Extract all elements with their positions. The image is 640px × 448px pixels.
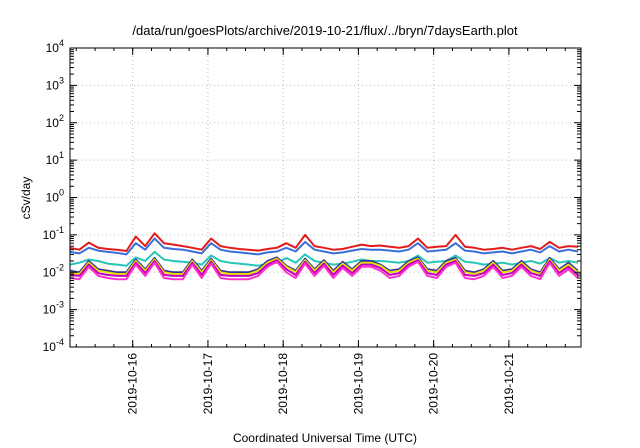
- x-tick-label: 2019-10-21: [502, 353, 516, 415]
- y-tick-label: 101: [46, 150, 64, 167]
- grid: [70, 48, 581, 347]
- y-tick-base: 10: [43, 340, 57, 354]
- y-tick-base: 10: [43, 228, 57, 242]
- y-tick-base: 10: [46, 153, 60, 167]
- y-tick-base: 10: [46, 116, 60, 130]
- x-tick-label: 2019-10-17: [201, 353, 215, 415]
- x-axis-label: Coordinated Universal Time (UTC): [233, 431, 417, 445]
- y-tick-label: 104: [46, 38, 64, 55]
- series-line-5: [69, 257, 579, 275]
- y-tick-label: 100: [46, 188, 64, 205]
- y-tick-base: 10: [43, 265, 57, 279]
- x-tick-label: 2019-10-19: [351, 353, 365, 415]
- y-tick-label: 102: [46, 113, 64, 130]
- y-tick-base: 10: [46, 41, 60, 55]
- series-line-1: [69, 232, 578, 252]
- y-tick-exp: 0: [59, 188, 64, 198]
- y-tick-label: 10-3: [43, 300, 64, 317]
- y-tick-exp: 2: [59, 113, 64, 123]
- y-tick-label: 10-1: [43, 225, 64, 242]
- series-line-2: [69, 237, 579, 256]
- x-tick-label: 2019-10-16: [126, 353, 140, 415]
- y-tick-exp: 3: [59, 75, 64, 85]
- y-tick-base: 10: [43, 303, 57, 317]
- x-tick-label: 2019-10-18: [276, 353, 290, 415]
- y-tick-exp: -3: [56, 300, 64, 310]
- y-tick-label: 10-4: [43, 337, 64, 354]
- y-tick-exp: 1: [59, 150, 64, 160]
- x-tick-label: 2019-10-20: [427, 353, 441, 415]
- series-line-6: [69, 259, 579, 277]
- y-tick-label: 10-2: [43, 262, 64, 279]
- y-tick-base: 10: [46, 191, 60, 205]
- y-tick-exp: -1: [56, 225, 64, 235]
- series-line-4: [69, 256, 579, 274]
- y-tick-exp: -2: [56, 262, 64, 272]
- y-tick-exp: -4: [56, 337, 64, 347]
- y-tick-label: 103: [46, 75, 64, 92]
- chart-title: /data/run/goesPlots/archive/2019-10-21/f…: [132, 23, 518, 38]
- y-axis-label: cSv/day: [19, 177, 33, 220]
- series-line-7: [69, 260, 579, 281]
- y-tick-base: 10: [46, 78, 60, 92]
- y-tick-exp: 4: [59, 38, 64, 48]
- x-axis: 2019-10-16 2019-10-17 2019-10-18 2019-10-19…: [75, 48, 566, 415]
- series-lines: [69, 232, 579, 281]
